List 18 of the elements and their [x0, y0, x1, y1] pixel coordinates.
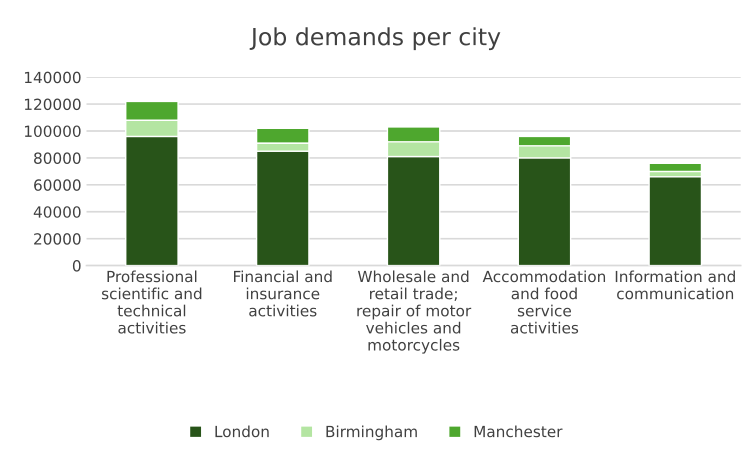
x-tick-label: Professional scientific and technical activities [102, 270, 202, 334]
legend-label: London [215, 425, 269, 438]
y-tick-label: 140000 [24, 72, 81, 84]
legend-label: Manchester [474, 425, 562, 438]
bar [648, 176, 702, 266]
y-tick-label: 20000 [34, 233, 81, 245]
x-tick-label: Financial and insurance activities [234, 270, 332, 316]
y-tick-label: 60000 [34, 179, 81, 191]
x-tick-label: Accommodation and food service activities [482, 270, 606, 334]
legend-label: Birmingham [326, 425, 417, 440]
x-tick-label: Wholesale and retail trade; repair of motor vehicles and motorcycles [357, 270, 472, 354]
y-tick-label: 100000 [24, 125, 81, 138]
y-tick-label: 120000 [24, 98, 81, 110]
y-tick-label: 40000 [34, 206, 81, 218]
y-tick-label: 0 [72, 260, 81, 272]
chart-title: Job demands per city [250, 27, 500, 50]
y-tick-label: 80000 [34, 152, 81, 164]
x-tick-label: Information and communication [616, 270, 735, 300]
